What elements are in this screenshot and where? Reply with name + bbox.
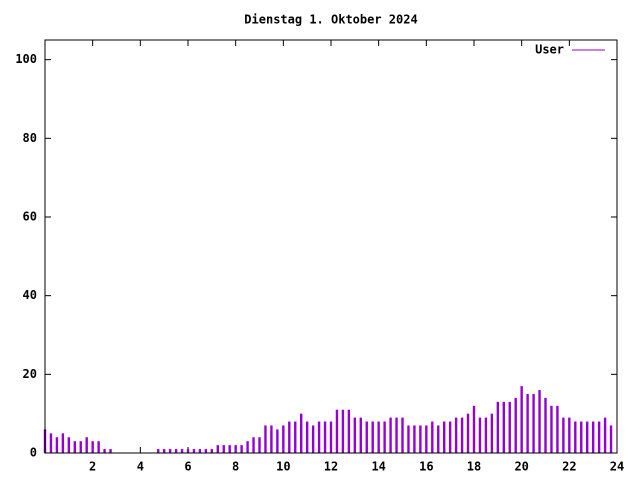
x-tick-label: 12 (324, 460, 338, 474)
chart-title: Dienstag 1. Oktober 2024 (244, 13, 417, 27)
x-tick-label: 22 (562, 460, 576, 474)
x-tick-label: 2 (89, 460, 96, 474)
x-tick-label: 20 (514, 460, 528, 474)
plot-border (44, 39, 618, 454)
legend-label: User (535, 43, 564, 57)
x-tick-label: 14 (371, 460, 385, 474)
y-tick-label: 40 (23, 288, 37, 302)
x-tick-label: 6 (184, 460, 191, 474)
y-tick-label: 60 (23, 210, 37, 224)
x-tick-label: 10 (276, 460, 290, 474)
x-tick-label: 4 (137, 460, 144, 474)
y-tick-label: 100 (15, 52, 37, 66)
x-tick-label: 24 (610, 460, 624, 474)
x-tick-label: 8 (232, 460, 239, 474)
x-tick-label: 16 (419, 460, 433, 474)
y-tick-label: 80 (23, 131, 37, 145)
x-tick-label: 18 (467, 460, 481, 474)
y-tick-label: 0 (30, 446, 37, 460)
y-tick-label: 20 (23, 367, 37, 381)
